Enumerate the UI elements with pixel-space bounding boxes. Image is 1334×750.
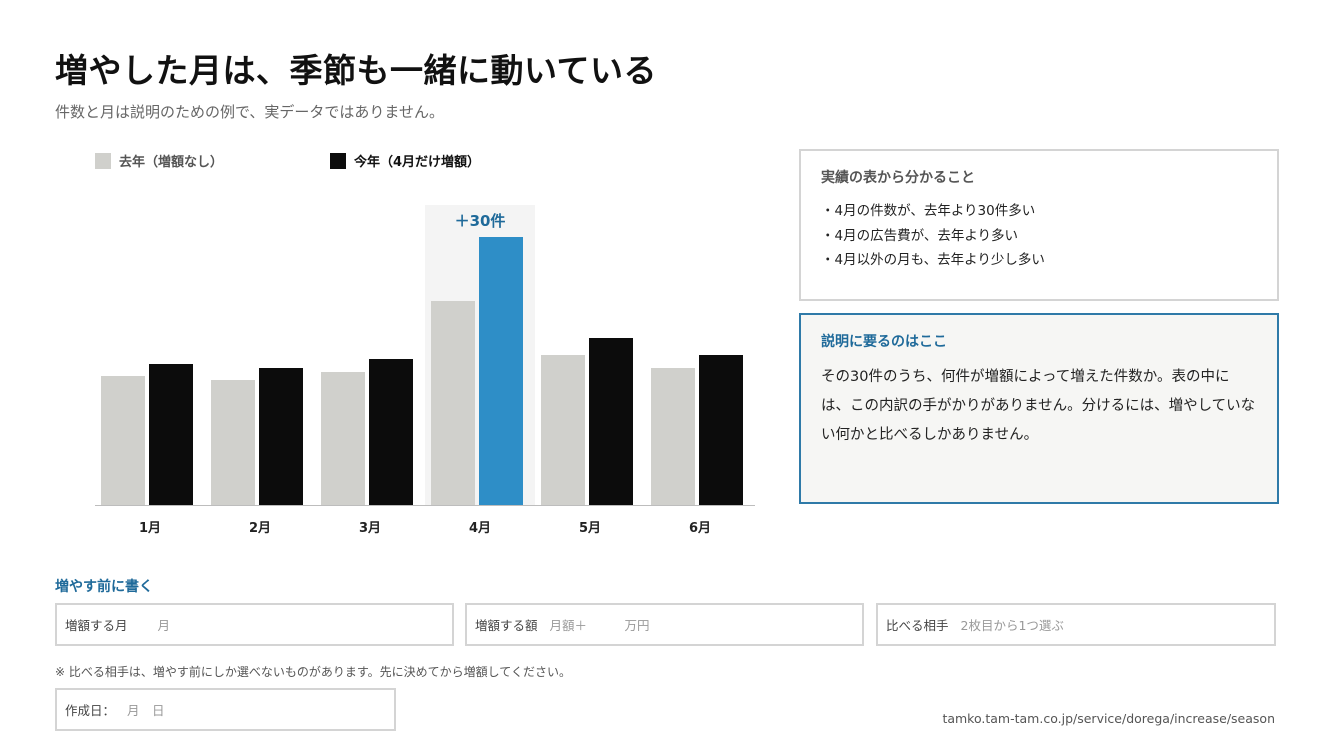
page-title: 増やした月は、季節も一緒に動いている <box>55 51 658 90</box>
facts-list-item: ・4月以外の月も、去年より少し多い <box>821 252 1045 268</box>
bar-cur-1 <box>149 364 193 505</box>
field-increase-month[interactable]: 増額する月 月 <box>55 603 454 646</box>
legend-label-prev-year: 去年（増額なし） <box>119 155 224 170</box>
field-label: 比べる相手 <box>886 618 949 633</box>
legend-swatch-cur-year <box>330 152 346 169</box>
facts-list-item: ・4月の広告費が、去年より多い <box>821 227 1019 244</box>
bar-prev-2 <box>211 380 255 505</box>
facts-card-heading: 実績の表から分かること <box>821 170 975 186</box>
bar-cur-2 <box>259 368 303 505</box>
legend-swatch-prev-year <box>95 152 111 169</box>
difference-label: ＋30件 <box>455 212 506 230</box>
page-subtitle: 件数と月は説明のための例で、実データではありません。 <box>55 103 444 121</box>
facts-card: 実績の表から分かること ・4月の件数が、去年より30件多い ・4月の広告費が、去… <box>799 149 1279 301</box>
form-heading: 増やす前に書く <box>55 579 153 595</box>
bar-cur-3 <box>369 359 413 505</box>
facts-list: ・4月の件数が、去年より30件多い ・4月の広告費が、去年より多い ・4月以外の… <box>821 199 1257 273</box>
bar-chart: 1月 2月 3月 4月 ＋30件 5月 6月 <box>95 205 755 536</box>
x-tick-label: 2月 <box>249 521 271 536</box>
x-tick-label: 6月 <box>689 521 711 536</box>
bar-prev-6 <box>651 368 695 505</box>
x-tick-label: 4月 <box>469 521 491 536</box>
bar-cur-6 <box>699 355 743 505</box>
legend-item-prev-year: 去年（増額なし） <box>95 151 223 170</box>
legend-label-cur-year: 今年（4月だけ増額） <box>354 155 481 170</box>
explain-card: 説明に要るのはここ その30件のうち、何件が増額によって増えた件数か。表の中には… <box>799 313 1279 504</box>
bar-prev-4 <box>431 301 475 505</box>
x-tick-label: 1月 <box>139 521 161 536</box>
bar-prev-5 <box>541 355 585 505</box>
field-value: 月 <box>157 618 171 633</box>
explain-card-body: その30件のうち、何件が増額によって増えた件数か。表の中には、この内訳の手がかり… <box>821 369 1256 443</box>
field-label: 作成日： <box>65 703 116 718</box>
form-note: ※ 比べる相手は、増やす前にしか選べないものがあります。先に決めてから増額してく… <box>55 665 571 679</box>
bar-cur-5 <box>589 338 633 505</box>
field-value: 2枚目から1つ選ぶ <box>960 618 1064 633</box>
bar-prev-1 <box>101 376 145 505</box>
bar-cur-4 <box>479 237 523 505</box>
x-tick-label: 5月 <box>579 521 601 536</box>
field-compare-target[interactable]: 比べる相手 2枚目から1つ選ぶ <box>876 603 1276 646</box>
x-tick-label: 3月 <box>359 521 381 536</box>
facts-list-item: ・4月の件数が、去年より30件多い <box>821 203 1036 219</box>
legend-item-cur-year: 今年（4月だけ増額） <box>330 151 480 170</box>
field-value: 月額＋ 万円 <box>549 618 650 633</box>
field-label: 増額する額 <box>475 618 538 633</box>
field-value: 月 日 <box>127 703 165 718</box>
bar-prev-3 <box>321 372 365 505</box>
field-label: 増額する月 <box>65 618 128 633</box>
explain-card-heading: 説明に要るのはここ <box>821 334 947 350</box>
field-created-date[interactable]: 作成日： 月 日 <box>55 688 396 731</box>
field-increase-amount[interactable]: 増額する額 月額＋ 万円 <box>465 603 864 646</box>
footer-url: tamko.tam-tam.co.jp/service/dorega/incre… <box>942 711 1275 726</box>
